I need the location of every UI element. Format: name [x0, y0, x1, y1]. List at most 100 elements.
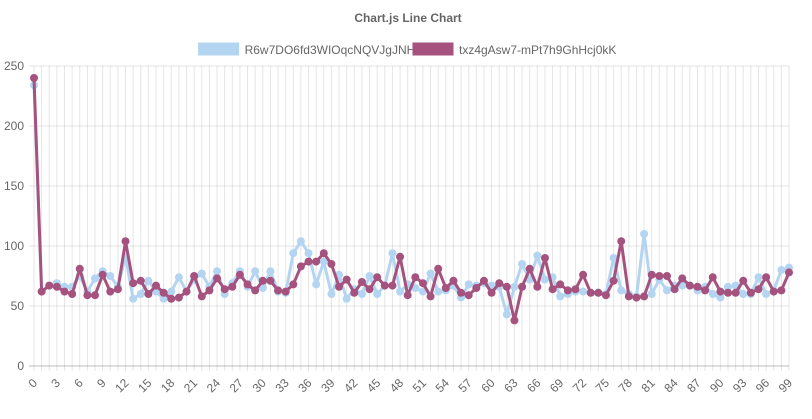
data-point[interactable]: [731, 288, 740, 297]
data-point[interactable]: [708, 290, 717, 298]
data-point[interactable]: [640, 230, 649, 238]
data-point[interactable]: [518, 282, 527, 291]
data-point[interactable]: [296, 262, 305, 271]
data-point[interactable]: [548, 285, 557, 294]
data-point[interactable]: [670, 285, 679, 294]
data-point[interactable]: [121, 237, 130, 246]
data-point[interactable]: [617, 286, 626, 295]
data-point[interactable]: [235, 270, 244, 279]
data-point[interactable]: [540, 254, 549, 262]
data-point[interactable]: [525, 275, 534, 284]
data-point[interactable]: [205, 286, 214, 295]
data-point[interactable]: [472, 284, 481, 292]
data-point[interactable]: [30, 74, 38, 82]
data-point[interactable]: [464, 291, 473, 300]
data-point[interactable]: [579, 270, 588, 279]
data-point[interactable]: [640, 292, 649, 301]
data-point[interactable]: [213, 267, 222, 276]
data-point[interactable]: [174, 273, 183, 282]
data-point[interactable]: [228, 282, 237, 291]
data-point[interactable]: [45, 281, 54, 290]
data-point[interactable]: [617, 237, 626, 246]
data-point[interactable]: [418, 279, 427, 288]
data-point[interactable]: [258, 284, 267, 292]
data-point[interactable]: [251, 286, 260, 295]
data-point[interactable]: [434, 264, 443, 273]
data-point[interactable]: [487, 288, 496, 297]
data-point[interactable]: [609, 254, 618, 262]
data-point[interactable]: [251, 267, 260, 276]
data-point[interactable]: [129, 279, 138, 288]
data-point[interactable]: [319, 257, 328, 266]
data-point[interactable]: [540, 275, 549, 284]
data-point[interactable]: [159, 294, 168, 303]
data-point[interactable]: [708, 273, 717, 282]
data-point[interactable]: [266, 267, 275, 276]
data-point[interactable]: [136, 290, 145, 298]
data-point[interactable]: [502, 282, 511, 291]
data-point[interactable]: [746, 288, 755, 297]
data-point[interactable]: [37, 287, 46, 296]
data-point[interactable]: [319, 249, 328, 258]
data-point[interactable]: [434, 287, 443, 296]
data-point[interactable]: [98, 270, 107, 279]
data-point[interactable]: [258, 276, 267, 285]
data-point[interactable]: [754, 285, 763, 294]
data-point[interactable]: [304, 257, 313, 266]
data-point[interactable]: [556, 280, 565, 289]
data-point[interactable]: [441, 284, 450, 292]
data-point[interactable]: [594, 288, 603, 297]
data-point[interactable]: [312, 280, 321, 289]
data-point[interactable]: [144, 290, 153, 298]
data-point[interactable]: [304, 249, 313, 258]
data-point[interactable]: [152, 281, 161, 290]
data-point[interactable]: [662, 272, 671, 280]
data-point[interactable]: [129, 294, 138, 303]
data-point[interactable]: [75, 264, 84, 273]
data-point[interactable]: [525, 264, 534, 273]
data-point[interactable]: [342, 294, 351, 303]
data-point[interactable]: [213, 274, 222, 283]
data-point[interactable]: [220, 285, 229, 294]
data-point[interactable]: [197, 269, 206, 278]
data-point[interactable]: [739, 290, 748, 298]
data-point[interactable]: [586, 288, 595, 297]
data-point[interactable]: [243, 280, 252, 289]
data-point[interactable]: [106, 272, 115, 280]
data-point[interactable]: [357, 290, 366, 298]
data-point[interactable]: [91, 291, 100, 300]
data-point[interactable]: [754, 273, 763, 282]
data-point[interactable]: [342, 275, 351, 284]
data-point[interactable]: [579, 287, 588, 296]
data-point[interactable]: [373, 273, 382, 282]
data-point[interactable]: [106, 287, 115, 296]
data-point[interactable]: [762, 290, 771, 298]
data-point[interactable]: [289, 280, 298, 289]
data-point[interactable]: [403, 291, 412, 300]
data-point[interactable]: [136, 276, 145, 285]
data-point[interactable]: [274, 286, 283, 295]
legend[interactable]: R6w7DO6fd3WIOqcNQVJgJNHm txz4gAsw7-mPt7h9…: [198, 42, 617, 57]
data-point[interactable]: [777, 286, 786, 295]
data-point[interactable]: [556, 292, 565, 301]
data-point[interactable]: [312, 257, 321, 266]
data-point[interactable]: [510, 316, 519, 325]
data-point[interactable]: [662, 286, 671, 295]
data-point[interactable]: [464, 280, 473, 289]
data-point[interactable]: [197, 292, 206, 301]
data-point[interactable]: [144, 276, 153, 285]
data-point[interactable]: [678, 274, 687, 283]
data-point[interactable]: [68, 290, 77, 298]
data-point[interactable]: [281, 287, 290, 296]
data-point[interactable]: [167, 294, 176, 303]
data-point[interactable]: [701, 286, 710, 295]
data-point[interactable]: [190, 272, 199, 280]
data-point[interactable]: [91, 274, 100, 283]
data-point[interactable]: [449, 276, 458, 285]
data-point[interactable]: [327, 260, 336, 268]
data-point[interactable]: [396, 252, 405, 261]
data-point[interactable]: [624, 292, 633, 301]
data-point[interactable]: [716, 293, 725, 302]
data-point[interactable]: [380, 281, 389, 290]
data-point[interactable]: [174, 293, 183, 302]
